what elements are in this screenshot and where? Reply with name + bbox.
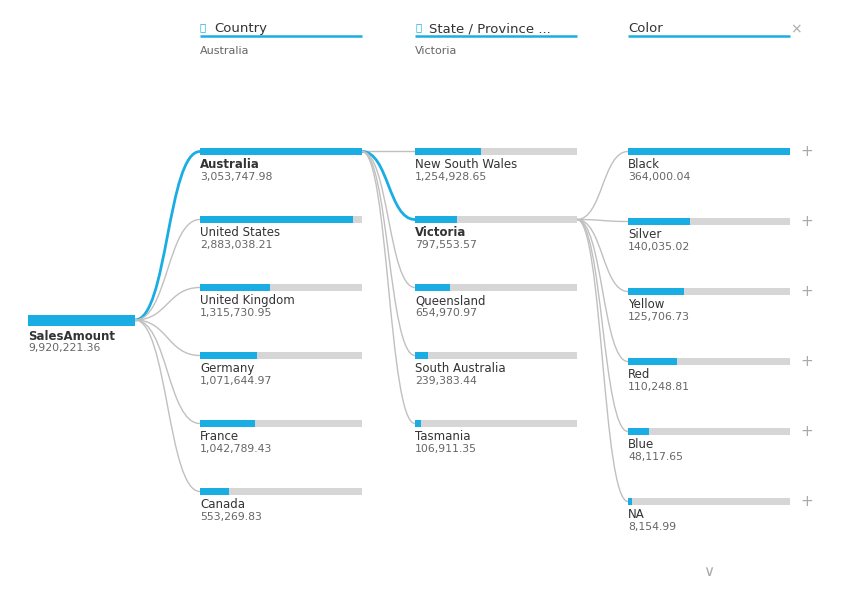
Text: Victoria: Victoria [415, 226, 466, 239]
Text: +: + [800, 354, 813, 369]
Text: United Kingdom: United Kingdom [200, 294, 295, 307]
Text: United States: United States [200, 226, 280, 239]
Bar [628, 148, 790, 155]
Bar [200, 488, 362, 495]
Text: Victoria: Victoria [415, 46, 458, 56]
Bar [200, 420, 256, 427]
Text: 9,920,221.36: 9,920,221.36 [28, 343, 101, 353]
Bar [200, 284, 362, 291]
Text: Black: Black [628, 158, 660, 171]
Text: State / Province ...: State / Province ... [429, 22, 550, 35]
Text: 48,117.65: 48,117.65 [628, 452, 683, 462]
Text: Germany: Germany [200, 362, 255, 375]
Bar [200, 352, 256, 359]
Text: Canada: Canada [200, 498, 245, 511]
Text: 2,883,038.21: 2,883,038.21 [200, 240, 273, 250]
Bar [415, 352, 577, 359]
Bar [415, 420, 577, 427]
Text: Country: Country [214, 22, 267, 35]
Bar [200, 148, 362, 155]
Text: +: + [800, 284, 813, 299]
Text: 🔒: 🔒 [200, 22, 206, 32]
Text: ×: × [791, 22, 802, 36]
Text: 3,053,747.98: 3,053,747.98 [200, 172, 273, 182]
Text: +: + [800, 494, 813, 509]
Bar [415, 148, 577, 155]
Text: New South Wales: New South Wales [415, 158, 517, 171]
Bar [200, 488, 229, 495]
Bar [415, 216, 577, 223]
Bar [628, 288, 790, 295]
Text: Red: Red [628, 368, 650, 381]
Text: South Australia: South Australia [415, 362, 505, 375]
Text: +: + [800, 214, 813, 229]
Bar [628, 218, 790, 225]
Text: 140,035.02: 140,035.02 [628, 242, 690, 252]
Bar [628, 148, 790, 155]
Bar [415, 216, 458, 223]
Text: Tasmania: Tasmania [415, 430, 470, 443]
Bar [628, 358, 790, 365]
Text: 553,269.83: 553,269.83 [200, 512, 262, 522]
Text: 239,383.44: 239,383.44 [415, 376, 477, 386]
Text: +: + [800, 144, 813, 159]
Text: 797,553.57: 797,553.57 [415, 240, 477, 250]
Text: 106,911.35: 106,911.35 [415, 444, 477, 454]
Bar [415, 284, 577, 291]
Bar [200, 352, 362, 359]
Bar [200, 148, 362, 155]
Bar [415, 148, 481, 155]
Text: Australia: Australia [200, 158, 260, 171]
Bar [628, 428, 790, 435]
Text: 1,071,644.97: 1,071,644.97 [200, 376, 273, 386]
Text: 1,042,789.43: 1,042,789.43 [200, 444, 273, 454]
Text: France: France [200, 430, 239, 443]
Text: 🔒: 🔒 [415, 22, 421, 32]
Text: NA: NA [628, 508, 645, 521]
Text: 8,154.99: 8,154.99 [628, 522, 676, 532]
Bar [415, 284, 450, 291]
Text: +: + [800, 424, 813, 439]
Text: 125,706.73: 125,706.73 [628, 312, 690, 322]
Bar [628, 428, 649, 435]
Bar [415, 420, 421, 427]
Text: 110,248.81: 110,248.81 [628, 382, 690, 392]
Text: 1,254,928.65: 1,254,928.65 [415, 172, 487, 182]
Text: Yellow: Yellow [628, 298, 665, 311]
Text: 364,000.04: 364,000.04 [628, 172, 690, 182]
Bar [28, 315, 135, 326]
Bar [628, 288, 684, 295]
Text: Color: Color [628, 22, 663, 35]
Bar [200, 216, 353, 223]
Bar [200, 216, 362, 223]
Bar [415, 352, 428, 359]
Text: Silver: Silver [628, 228, 661, 241]
Text: SalesAmount: SalesAmount [28, 330, 115, 343]
Text: Australia: Australia [200, 46, 250, 56]
Bar [628, 498, 790, 505]
Bar [200, 284, 270, 291]
Text: Blue: Blue [628, 438, 654, 451]
Text: 654,970.97: 654,970.97 [415, 308, 477, 318]
Bar [628, 358, 677, 365]
Bar [628, 218, 690, 225]
Text: ∨: ∨ [704, 564, 715, 580]
Bar [200, 420, 362, 427]
Text: Queensland: Queensland [415, 294, 486, 307]
Bar [628, 498, 631, 505]
Text: 1,315,730.95: 1,315,730.95 [200, 308, 273, 318]
